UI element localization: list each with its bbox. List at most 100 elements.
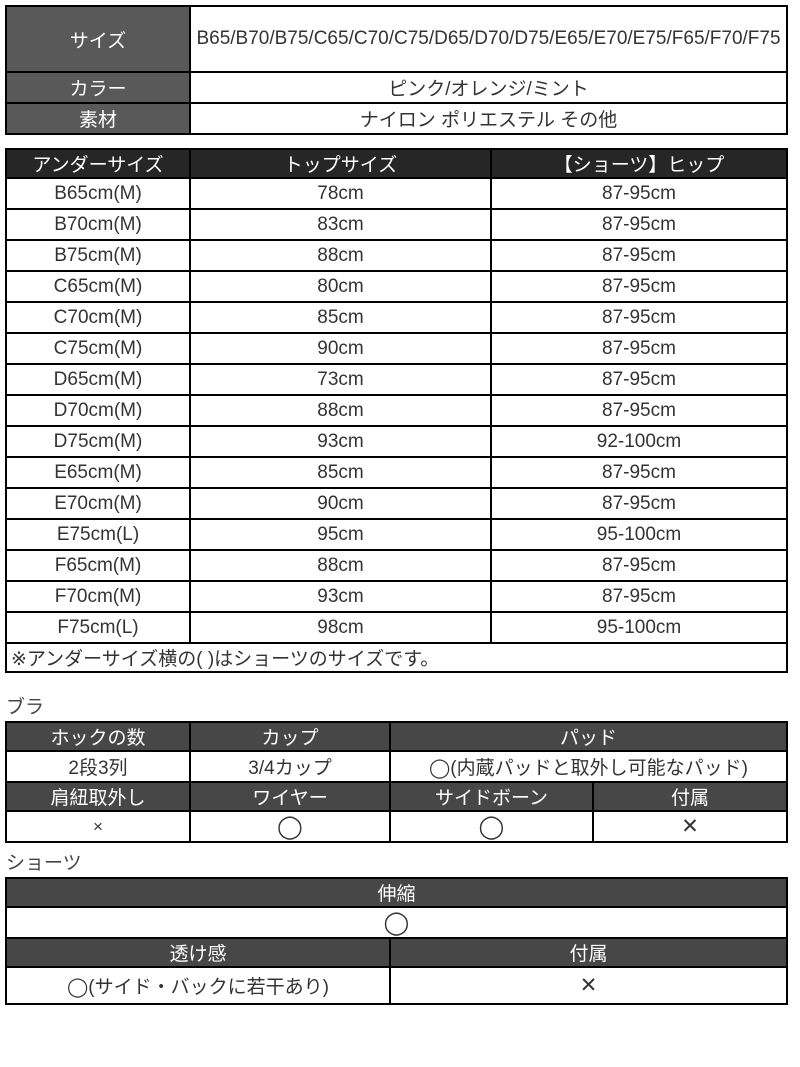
cell-under: B70cm(M) <box>5 208 191 241</box>
spec-label-material: 素材 <box>5 102 191 135</box>
table-row: C65cm(M) 80cm 87-95cm <box>5 270 788 303</box>
table-row: F75cm(L) 98cm 95-100cm <box>5 611 788 644</box>
cell-hip: 87-95cm <box>490 301 788 334</box>
bra-value-row-2: × ◯ ◯ ✕ <box>5 810 789 843</box>
cell-hip: 87-95cm <box>490 177 788 210</box>
cell-hip: 87-95cm <box>490 363 788 396</box>
cell-under: F70cm(M) <box>5 580 191 613</box>
cell-top: 88cm <box>189 549 492 582</box>
cell-top: 83cm <box>189 208 492 241</box>
spec-label-size: サイズ <box>5 5 191 73</box>
cell-hip: 87-95cm <box>490 456 788 489</box>
table-row: B75cm(M) 88cm 87-95cm <box>5 239 788 272</box>
cell-under: C65cm(M) <box>5 270 191 303</box>
cell-hip: 87-95cm <box>490 270 788 303</box>
product-info-table: サイズ B65/B70/B75/C65/C70/C75/D65/D70/D75/… <box>5 5 788 135</box>
cell-under: D70cm(M) <box>5 394 191 427</box>
spec-label-color: カラー <box>5 71 191 104</box>
bra-header-sidebone: サイドボーン <box>389 781 594 812</box>
shorts-stretch-value-row: ◯ <box>4 906 789 939</box>
size-chart-header-top: トップサイズ <box>189 148 492 179</box>
shorts-header-accessory: 付属 <box>388 937 789 968</box>
spec-row-material: 素材 ナイロン ポリエステル その他 <box>5 102 788 135</box>
cell-top: 85cm <box>189 301 492 334</box>
spec-value-size: B65/B70/B75/C65/C70/C75/D65/D70/D75/E65/… <box>189 5 788 73</box>
bra-header-cup: カップ <box>189 721 391 752</box>
bra-value-strap: × <box>5 810 191 843</box>
size-note: ※アンダーサイズ横の( )はショーツのサイズです。 <box>5 642 788 673</box>
table-row: C75cm(M) 90cm 87-95cm <box>5 332 788 365</box>
table-row: B65cm(M) 78cm 87-95cm <box>5 177 788 210</box>
cell-hip: 87-95cm <box>490 394 788 427</box>
cell-top: 90cm <box>189 487 492 520</box>
cell-under: E75cm(L) <box>5 518 191 551</box>
cell-top: 88cm <box>189 394 492 427</box>
cell-hip: 87-95cm <box>490 208 788 241</box>
cell-hip: 87-95cm <box>490 487 788 520</box>
spec-row-color: カラー ピンク/オレンジ/ミント <box>5 71 788 104</box>
cell-under: F75cm(L) <box>5 611 191 644</box>
cell-hip: 95-100cm <box>490 611 788 644</box>
cell-under: B75cm(M) <box>5 239 191 272</box>
shorts-header-row-2: 透け感 付属 <box>5 937 789 968</box>
table-row: D70cm(M) 88cm 87-95cm <box>5 394 788 427</box>
bra-value-pad: ◯(内蔵パッドと取外し可能なパッド) <box>388 750 789 783</box>
shorts-header-stretch: 伸縮 <box>4 877 789 908</box>
table-row: F65cm(M) 88cm 87-95cm <box>5 549 788 582</box>
cell-under: D75cm(M) <box>5 425 191 458</box>
bra-value-cup: 3/4カップ <box>189 750 391 783</box>
cell-under: D65cm(M) <box>5 363 191 396</box>
bra-header-strap: 肩紐取外し <box>5 781 191 812</box>
table-row: E75cm(L) 95cm 95-100cm <box>5 518 788 551</box>
cell-hip: 87-95cm <box>490 549 788 582</box>
bra-header-row-2: 肩紐取外し ワイヤー サイドボーン 付属 <box>5 781 789 812</box>
size-chart-header-hip: 【ショーツ】ヒップ <box>490 148 788 179</box>
bra-value-accessory: ✕ <box>591 810 789 843</box>
cell-top: 98cm <box>189 611 492 644</box>
table-row: C70cm(M) 85cm 87-95cm <box>5 301 788 334</box>
bra-value-sidebone: ◯ <box>389 810 594 843</box>
cell-hip: 95-100cm <box>490 518 788 551</box>
size-note-row: ※アンダーサイズ横の( )はショーツのサイズです。 <box>5 642 788 673</box>
cell-top: 80cm <box>189 270 492 303</box>
cell-top: 78cm <box>189 177 492 210</box>
size-chart-header-under: アンダーサイズ <box>5 148 191 179</box>
cell-top: 88cm <box>189 239 492 272</box>
cell-top: 93cm <box>189 425 492 458</box>
table-row: B70cm(M) 83cm 87-95cm <box>5 208 788 241</box>
size-chart-header-row: アンダーサイズ トップサイズ 【ショーツ】ヒップ <box>5 148 788 179</box>
cell-hip: 92-100cm <box>490 425 788 458</box>
table-row: D75cm(M) 93cm 92-100cm <box>5 425 788 458</box>
bra-spec-table: ホックの数 カップ パッド 2段3列 3/4カップ ◯(内蔵パッドと取外し可能な… <box>5 721 789 843</box>
bra-value-row-1: 2段3列 3/4カップ ◯(内蔵パッドと取外し可能なパッド) <box>5 750 789 783</box>
shorts-value-sheerness: ◯(サイド・バックに若干あり) <box>5 966 391 1005</box>
cell-top: 85cm <box>189 456 492 489</box>
bra-header-pad: パッド <box>388 721 789 752</box>
cell-top: 95cm <box>189 518 492 551</box>
bra-header-row-1: ホックの数 カップ パッド <box>5 721 789 752</box>
table-row: F70cm(M) 93cm 87-95cm <box>5 580 788 613</box>
bra-section-label: ブラ <box>6 697 45 718</box>
table-row: D65cm(M) 73cm 87-95cm <box>5 363 788 396</box>
table-row: E65cm(M) 85cm 87-95cm <box>5 456 788 489</box>
cell-under: C75cm(M) <box>5 332 191 365</box>
shorts-value-accessory: ✕ <box>388 966 789 1005</box>
size-chart-table: アンダーサイズ トップサイズ 【ショーツ】ヒップ B65cm(M) 78cm 8… <box>5 148 788 673</box>
cell-under: F65cm(M) <box>5 549 191 582</box>
shorts-header-sheerness: 透け感 <box>5 937 391 968</box>
cell-under: C70cm(M) <box>5 301 191 334</box>
shorts-stretch-header-row: 伸縮 <box>4 877 789 908</box>
spec-value-material: ナイロン ポリエステル その他 <box>189 102 788 135</box>
bra-header-hooks: ホックの数 <box>5 721 191 752</box>
bra-value-wire: ◯ <box>189 810 391 843</box>
cell-under: E65cm(M) <box>5 456 191 489</box>
shorts-spec-table: 伸縮 ◯ 透け感 付属 ◯(サイド・バックに若干あり) ✕ <box>4 877 789 1005</box>
shorts-section-label: ショーツ <box>6 853 82 874</box>
cell-under: E70cm(M) <box>5 487 191 520</box>
shorts-value-row-2: ◯(サイド・バックに若干あり) ✕ <box>5 966 789 1005</box>
cell-hip: 87-95cm <box>490 580 788 613</box>
bra-value-hooks: 2段3列 <box>5 750 191 783</box>
shorts-value-stretch: ◯ <box>4 906 789 939</box>
bra-header-wire: ワイヤー <box>189 781 391 812</box>
